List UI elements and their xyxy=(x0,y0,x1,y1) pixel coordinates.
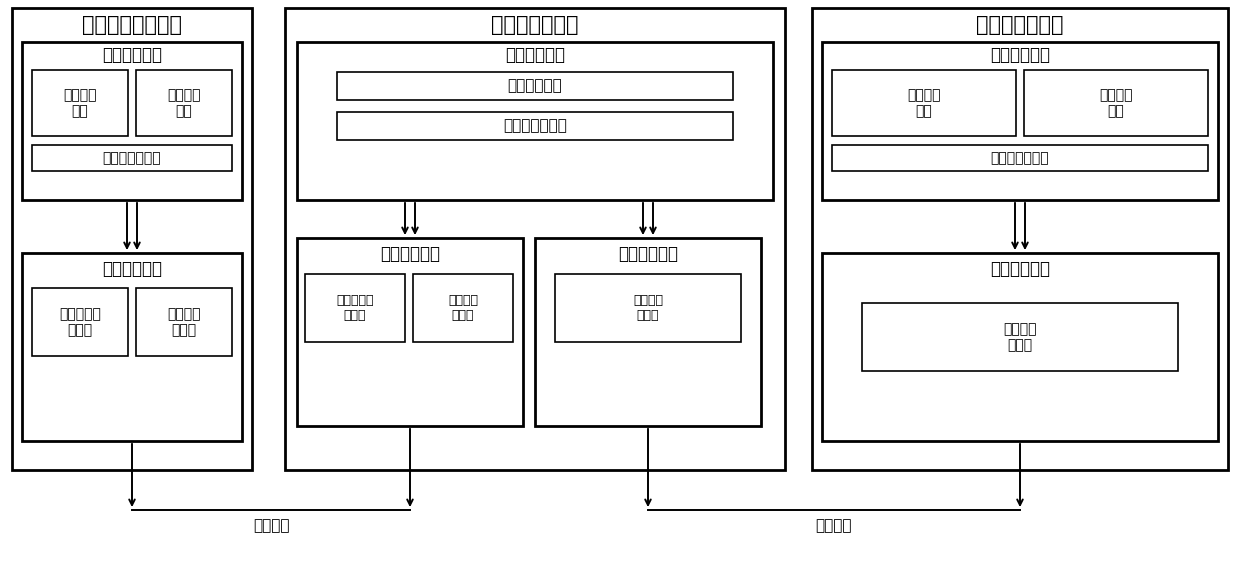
Text: 中继控制管理: 中继控制管理 xyxy=(507,79,563,93)
Bar xyxy=(136,70,232,136)
Bar xyxy=(413,274,513,342)
Bar xyxy=(298,238,523,426)
Bar xyxy=(32,145,232,171)
Bar xyxy=(832,145,1208,171)
Text: 有线传输单元: 有线传输单元 xyxy=(618,245,678,263)
Bar xyxy=(305,274,405,342)
Bar xyxy=(822,42,1218,200)
Text: 有线发送
与接收: 有线发送 与接收 xyxy=(1003,322,1037,352)
Bar xyxy=(534,238,761,426)
Text: 节点状态
管理: 节点状态 管理 xyxy=(63,88,97,118)
Text: 报文发送与接收: 报文发送与接收 xyxy=(103,151,161,165)
Text: 协议处理单元: 协议处理单元 xyxy=(505,46,565,64)
Bar xyxy=(1024,70,1208,136)
Text: 协议处理单元: 协议处理单元 xyxy=(990,46,1050,64)
Bar xyxy=(285,8,785,470)
Text: 报文发送与接收: 报文发送与接收 xyxy=(503,119,567,134)
Bar xyxy=(22,42,242,200)
Text: 无线链路: 无线链路 xyxy=(253,519,289,533)
Text: 中继控制
管理: 中继控制 管理 xyxy=(167,88,201,118)
Text: 有线传输单元: 有线传输单元 xyxy=(990,260,1050,278)
Bar xyxy=(136,288,232,356)
Text: 报文发送与接收: 报文发送与接收 xyxy=(991,151,1049,165)
Bar xyxy=(298,42,773,200)
Bar xyxy=(12,8,252,470)
Text: 有线链路: 有线链路 xyxy=(816,519,852,533)
Bar xyxy=(556,274,742,342)
Bar xyxy=(862,303,1178,371)
Bar xyxy=(832,70,1016,136)
Bar xyxy=(22,253,242,441)
Text: 无线发送
与接收: 无线发送 与接收 xyxy=(448,294,477,322)
Text: 无线发送
与接收: 无线发送 与接收 xyxy=(167,307,201,337)
Text: 中心点通信设备: 中心点通信设备 xyxy=(976,15,1064,35)
Bar xyxy=(32,288,128,356)
Bar xyxy=(822,253,1218,441)
Text: 网络拓扑
管理: 网络拓扑 管理 xyxy=(908,88,941,118)
Text: 信噪比检测
与统计: 信噪比检测 与统计 xyxy=(336,294,373,322)
Text: 空中节点通信设备: 空中节点通信设备 xyxy=(82,15,182,35)
Bar xyxy=(32,70,128,136)
Text: 信噪比检测
与统计: 信噪比检测 与统计 xyxy=(60,307,100,337)
Text: 中继控制
管理: 中继控制 管理 xyxy=(1099,88,1133,118)
Bar xyxy=(337,72,733,100)
Text: 有线发送
与接收: 有线发送 与接收 xyxy=(632,294,663,322)
Text: 协议处理单元: 协议处理单元 xyxy=(102,46,162,64)
Text: 无线传输单元: 无线传输单元 xyxy=(379,245,440,263)
Text: 接入点通信设备: 接入点通信设备 xyxy=(491,15,579,35)
Bar xyxy=(812,8,1228,470)
Text: 无线传输单元: 无线传输单元 xyxy=(102,260,162,278)
Bar xyxy=(337,112,733,140)
